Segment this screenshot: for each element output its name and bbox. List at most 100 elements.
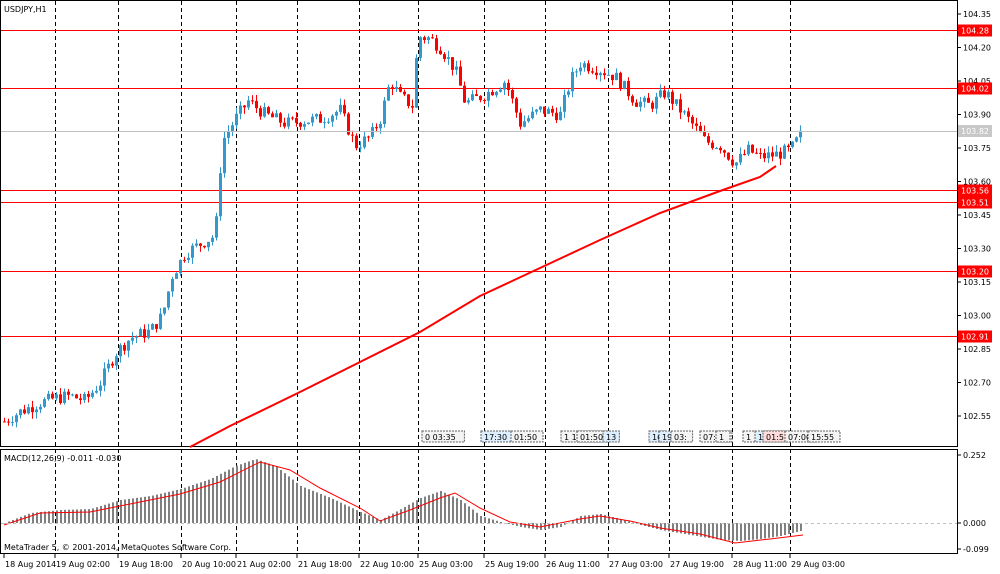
- time-tick-label: 19 Aug 18:00: [119, 560, 173, 569]
- macd-bar: [88, 509, 90, 523]
- macd-bar: [788, 523, 790, 534]
- candle-body: [199, 243, 202, 246]
- candle-body: [679, 99, 682, 113]
- price-axis[interactable]: 104.35104.20104.05103.90103.75103.60103.…: [957, 10, 991, 421]
- candle-body: [15, 415, 18, 423]
- candle-body: [423, 37, 426, 41]
- candle-body: [599, 73, 602, 76]
- macd-bar: [760, 523, 762, 539]
- macd-bar: [392, 513, 394, 523]
- candle-body: [363, 136, 366, 148]
- copyright-label: MetaTrader 5, © 2001-2014, MetaQuotes So…: [4, 543, 231, 552]
- macd-bar: [624, 520, 626, 523]
- macd-bar: [568, 522, 570, 524]
- candle-body: [227, 131, 230, 138]
- candle-body: [527, 118, 530, 122]
- macd-bar: [772, 523, 774, 538]
- candle-body: [299, 122, 302, 127]
- candle-body: [167, 291, 170, 308]
- time-axis[interactable]: 18 Aug 2014 19 Aug 02:00 19 Aug 18:00 20 Au…: [3, 553, 845, 569]
- level-tag-label: 104.02: [961, 85, 989, 94]
- event-flag-label: 01:50: [580, 433, 603, 442]
- price-tick-label: 104.05: [963, 77, 991, 86]
- event-flag[interactable]: 1: [715, 430, 731, 443]
- macd-bar: [352, 508, 354, 523]
- macd-bar: [252, 460, 254, 523]
- candle-body: [767, 152, 770, 159]
- candle-body: [487, 91, 490, 101]
- horizontal-levels[interactable]: [1, 30, 957, 337]
- candle-body: [87, 393, 90, 397]
- macd-bar: [368, 515, 370, 523]
- macd-bar: [672, 523, 674, 532]
- candle-body: [411, 106, 414, 108]
- macd-bar: [388, 515, 390, 523]
- macd-bar: [260, 460, 262, 523]
- candle-body: [659, 90, 662, 97]
- macd-bar: [744, 523, 746, 541]
- macd-bar: [780, 523, 782, 536]
- macd-signal-line: [3, 461, 804, 544]
- candle-body: [63, 391, 66, 404]
- candle-body: [751, 144, 754, 153]
- candle-body: [147, 329, 150, 338]
- macd-bar: [616, 518, 618, 523]
- event-flag-label: 07:00: [788, 433, 811, 442]
- candle-body: [607, 74, 610, 76]
- macd-bar: [48, 511, 50, 523]
- macd-bar: [784, 523, 786, 535]
- macd-bar: [484, 517, 486, 523]
- candle-body: [99, 385, 102, 391]
- macd-bar: [36, 512, 38, 523]
- event-flag[interactable]: 01:5: [762, 430, 791, 443]
- candle-body: [543, 106, 546, 114]
- macd-bar: [272, 464, 274, 523]
- event-flag[interactable]: 03:: [670, 430, 694, 443]
- candle-body: [387, 87, 390, 101]
- candle-body: [235, 113, 238, 126]
- event-flag[interactable]: 01:50: [510, 430, 544, 443]
- candle-body: [407, 94, 410, 107]
- macd-bar: [336, 500, 338, 523]
- macd-bar: [308, 489, 310, 523]
- level-tag-label: 102.91: [961, 333, 989, 342]
- candle-body: [431, 37, 434, 39]
- macd-bar: [792, 523, 794, 533]
- candle-body: [687, 111, 690, 117]
- event-flag-box: [510, 430, 544, 443]
- candle-body: [335, 111, 338, 116]
- candle-body: [419, 37, 422, 58]
- macd-bar: [8, 521, 10, 523]
- macd-bar: [708, 523, 710, 538]
- time-tick-label: 22 Aug 10:00: [360, 560, 414, 569]
- macd-bar: [752, 523, 754, 540]
- event-flag[interactable]: 17:30: [480, 430, 514, 443]
- macd-bar: [380, 520, 382, 523]
- event-flag-box: [807, 430, 841, 443]
- macd-bar: [236, 465, 238, 523]
- candle-body: [23, 409, 26, 414]
- candle-body: [391, 87, 394, 89]
- candle-body: [179, 259, 182, 274]
- level-tags: 104.28 104.02 103.56 103.51 103.20 102.91: [958, 24, 992, 343]
- price-tick-label: 102.85: [963, 345, 991, 354]
- event-flag-box: [670, 430, 694, 443]
- event-flag[interactable]: 15:55: [807, 430, 841, 443]
- candle-body: [739, 153, 742, 163]
- macd-bar: [360, 512, 362, 523]
- candle-body: [395, 86, 398, 89]
- event-flag[interactable]: 13: [602, 430, 620, 443]
- time-tick-label: 26 Aug 11:00: [546, 560, 600, 569]
- event-flag-box: [421, 430, 465, 443]
- candle-body: [11, 422, 14, 424]
- level-tag-label: 104.28: [961, 27, 989, 36]
- event-flag[interactable]: 0 03:35: [421, 430, 465, 443]
- level-tag: [958, 82, 992, 95]
- candle-body: [271, 113, 274, 118]
- candle-body: [107, 363, 110, 369]
- candle-body: [303, 124, 306, 127]
- macd-bar: [176, 489, 178, 523]
- candle-body: [343, 104, 346, 114]
